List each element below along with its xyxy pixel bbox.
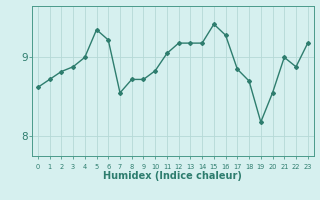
X-axis label: Humidex (Indice chaleur): Humidex (Indice chaleur) — [103, 171, 242, 181]
